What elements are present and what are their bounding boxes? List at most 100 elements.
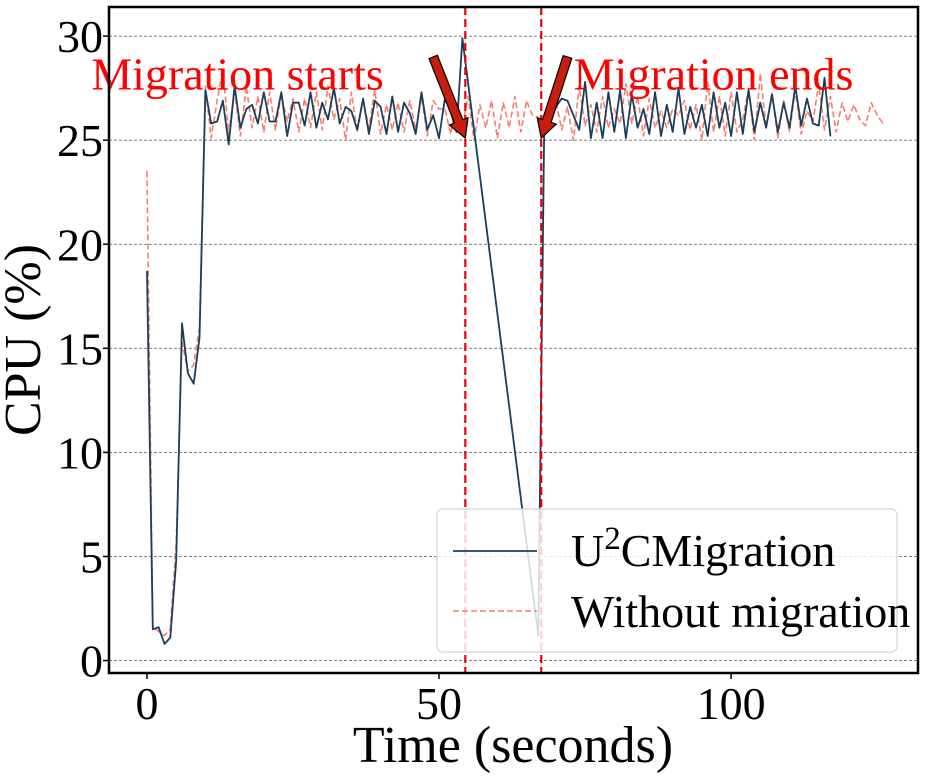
- data-point-u2cmigration-27: [304, 125, 306, 127]
- data-point-without-migration-121: [853, 104, 855, 106]
- data-point-without-migration-51: [444, 108, 446, 110]
- data-point-without-migration-40: [380, 133, 382, 135]
- data-point-u2cmigration-86: [718, 127, 721, 129]
- data-point-without-migration-71: [561, 129, 563, 131]
- data-point-u2cmigration-62: [578, 129, 580, 131]
- data-point-without-migration-123: [864, 125, 867, 127]
- data-point-u2cmigration-63: [584, 81, 586, 83]
- data-point-u2cmigration-83: [701, 104, 703, 106]
- data-point-without-migration-10: [204, 85, 206, 87]
- data-point-without-migration-77: [596, 131, 598, 133]
- data-point-u2cmigration-29: [315, 127, 317, 129]
- y-tick-label-10: 10: [57, 427, 103, 478]
- data-point-without-migration-115: [818, 83, 820, 85]
- data-point-u2cmigration-71: [631, 93, 633, 95]
- data-point-u2cmigration-103: [818, 125, 820, 127]
- data-point-u2cmigration-31: [327, 118, 329, 120]
- data-point-u2cmigration-59: [561, 98, 563, 100]
- data-point-u2cmigration-79: [677, 87, 680, 89]
- data-point-without-migration-89: [666, 127, 668, 129]
- data-point-without-migration-60: [496, 137, 498, 139]
- x-axis-title: Time (seconds): [353, 717, 673, 774]
- y-axis-ticks: 0 5 10 15 20 25 30: [57, 11, 109, 687]
- data-point-u2cmigration-104: [823, 77, 826, 79]
- data-point-u2cmigration-45: [409, 112, 411, 114]
- data-point-without-migration-112: [800, 133, 802, 135]
- data-point-u2cmigration-82: [695, 127, 697, 129]
- data-point-without-migration-110: [788, 131, 791, 133]
- data-point-without-migration-2: [158, 630, 160, 633]
- data-point-without-migration-80: [613, 108, 615, 110]
- data-point-u2cmigration-40: [380, 106, 382, 108]
- data-point-without-migration-98: [718, 95, 721, 98]
- legend-frame: [436, 508, 898, 653]
- data-point-without-migration-88: [660, 110, 662, 112]
- data-point-without-migration-74: [578, 85, 580, 87]
- data-point-u2cmigration-92: [753, 131, 756, 133]
- data-point-u2cmigration-96: [777, 131, 779, 133]
- data-point-without-migration-17: [245, 85, 247, 87]
- data-point-without-migration-32: [333, 118, 335, 120]
- x-tick-label-0: 0: [135, 678, 158, 729]
- data-point-u2cmigration-43: [397, 131, 399, 133]
- annotations: Migration starts Migration ends: [91, 49, 853, 140]
- data-point-u2cmigration-91: [748, 89, 750, 91]
- data-point-u2cmigration-77: [666, 104, 668, 106]
- data-point-without-migration-13: [222, 68, 224, 70]
- data-point-without-migration-83: [631, 122, 633, 125]
- data-point-u2cmigration-102: [812, 122, 814, 125]
- data-point-u2cmigration-3: [163, 643, 166, 645]
- y-tick-label-0: 0: [80, 636, 103, 687]
- legend: U2CMigration Without migration: [436, 508, 910, 653]
- data-point-u2cmigration-41: [385, 133, 388, 135]
- data-point-without-migration-62: [508, 127, 510, 129]
- y-axis-title: CPU (%): [0, 244, 52, 436]
- data-point-without-migration-100: [730, 91, 732, 93]
- data-point-without-migration-8: [193, 364, 195, 366]
- x-tick-label-50: 50: [416, 678, 462, 729]
- data-point-u2cmigration-35: [350, 110, 352, 112]
- data-point-without-migration-104: [753, 139, 756, 141]
- data-point-u2cmigration-7: [187, 372, 189, 374]
- data-point-u2cmigration-12: [216, 120, 218, 123]
- data-point-u2cmigration-70: [625, 137, 627, 139]
- plot-frame: [107, 5, 920, 675]
- data-point-without-migration-117: [829, 95, 832, 98]
- data-point-u2cmigration-98: [788, 127, 791, 129]
- y-tick-label-25: 25: [57, 115, 103, 166]
- data-point-without-migration-42: [391, 129, 393, 131]
- data-point-without-migration-16: [239, 135, 241, 137]
- data-point-without-migration-113: [806, 110, 808, 112]
- legend-label-without-migration: Without migration: [571, 586, 910, 637]
- data-point-without-migration-108: [777, 137, 779, 139]
- data-point-u2cmigration-64: [590, 137, 592, 139]
- data-point-without-migration-20: [263, 131, 265, 133]
- data-point-u2cmigration-84: [707, 135, 709, 137]
- data-point-without-migration-50: [438, 108, 440, 110]
- data-point-u2cmigration-88: [730, 135, 732, 137]
- data-point-u2cmigration-46: [415, 133, 417, 135]
- data-point-without-migration-25: [292, 98, 294, 100]
- data-point-u2cmigration-78: [672, 131, 674, 133]
- data-point-u2cmigration-85: [713, 91, 715, 93]
- data-point-without-migration-120: [847, 120, 849, 123]
- data-point-without-migration-103: [748, 87, 750, 89]
- data-point-u2cmigration-15: [234, 85, 236, 87]
- data-point-without-migration-63: [514, 95, 516, 98]
- data-point-without-migration-19: [257, 95, 259, 98]
- data-point-without-migration-102: [742, 118, 744, 120]
- data-point-u2cmigration-65: [596, 102, 598, 104]
- data-point-u2cmigration-81: [689, 106, 691, 108]
- data-point-without-migration-73: [572, 139, 575, 141]
- data-point-u2cmigration-72: [637, 127, 639, 129]
- data-point-without-migration-72: [566, 106, 569, 108]
- data-point-u2cmigration-42: [391, 95, 393, 98]
- y-tick-label-15: 15: [57, 323, 103, 374]
- data-point-u2cmigration-4: [169, 637, 171, 639]
- data-point-without-migration-118: [835, 131, 837, 133]
- data-point-u2cmigration-26: [298, 102, 300, 104]
- data-point-u2cmigration-2: [158, 626, 160, 628]
- data-point-without-migration-48: [426, 135, 428, 137]
- data-point-without-migration-75: [584, 125, 586, 127]
